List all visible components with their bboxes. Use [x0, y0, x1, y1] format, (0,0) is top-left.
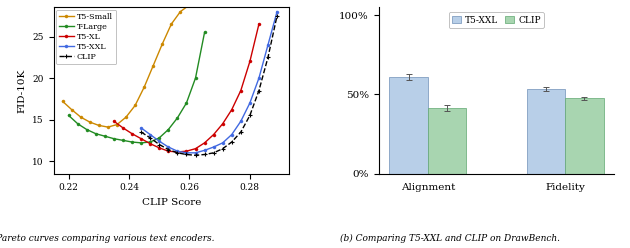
Legend: T5-XXL, CLIP: T5-XXL, CLIP [449, 12, 544, 28]
T5-XL [255, 23, 263, 26]
T5-XXL [228, 133, 236, 136]
T-Large [129, 141, 136, 144]
T5-Small [159, 42, 166, 45]
T5-Small [131, 104, 139, 107]
CLIP [246, 114, 254, 117]
T-Large [74, 122, 81, 125]
T5-XXL [174, 150, 181, 153]
X-axis label: CLIP Score: CLIP Score [142, 198, 201, 207]
Bar [565, 98, 604, 174]
T5-XXL [246, 101, 254, 104]
T5-XXL [201, 149, 209, 152]
CLIP [273, 14, 281, 17]
T-Large [192, 77, 199, 80]
T5-Small [104, 125, 112, 128]
Line: T5-XXL: T5-XXL [140, 10, 278, 154]
CLIP [255, 89, 263, 92]
Bar [389, 77, 428, 174]
T5-Small [122, 116, 130, 119]
T5-Small [68, 108, 76, 111]
T5-XXL [237, 120, 244, 123]
T-Large [156, 136, 163, 139]
CLIP [183, 153, 190, 156]
CLIP [156, 143, 163, 146]
T-Large [164, 128, 172, 131]
T5-XL [164, 150, 172, 153]
T5-Small [168, 23, 175, 26]
T5-Small [186, 3, 193, 6]
CLIP [174, 151, 181, 154]
Bar [428, 108, 466, 174]
T5-Small [86, 121, 94, 124]
Y-axis label: FID-10K: FID-10K [18, 68, 26, 113]
T-Large [174, 117, 181, 120]
CLIP [201, 153, 209, 156]
T5-XL [201, 141, 209, 144]
T5-XXL [264, 43, 272, 46]
Line: T5-Small: T5-Small [61, 3, 191, 129]
T5-XXL [156, 140, 163, 143]
Line: CLIP: CLIP [139, 13, 280, 158]
T5-Small [95, 124, 103, 127]
Line: T5-XL: T5-XL [112, 23, 260, 154]
T5-XXL [192, 151, 199, 154]
CLIP [192, 154, 199, 157]
T5-XL [110, 120, 118, 123]
T5-XXL [146, 133, 154, 136]
Bar [527, 89, 565, 174]
CLIP [228, 141, 236, 144]
T5-XL [137, 137, 145, 140]
T-Large [101, 135, 109, 138]
T5-XL [129, 132, 136, 135]
T-Large [146, 141, 154, 144]
T-Large [201, 31, 209, 34]
T5-XL [237, 89, 244, 92]
T5-XL [192, 147, 199, 150]
CLIP [210, 151, 217, 154]
T5-XL [146, 142, 154, 145]
T-Large [137, 141, 145, 144]
T-Large [110, 137, 118, 140]
CLIP [264, 56, 272, 59]
T5-Small [113, 123, 121, 126]
T5-Small [59, 100, 66, 103]
T5-XXL [164, 146, 172, 149]
T-Large [183, 101, 190, 104]
T-Large [65, 114, 72, 117]
CLIP [137, 130, 145, 133]
CLIP [219, 147, 226, 150]
Line: T-Large: T-Large [67, 31, 206, 144]
T5-XXL [255, 77, 263, 80]
T5-Small [140, 86, 148, 89]
T5-XL [156, 146, 163, 149]
CLIP [146, 136, 154, 139]
T5-XL [228, 108, 236, 111]
T5-XXL [273, 10, 281, 13]
T-Large [119, 139, 127, 142]
T5-XL [210, 133, 217, 136]
CLIP [164, 148, 172, 151]
T5-XL [219, 122, 226, 125]
T5-XXL [183, 151, 190, 154]
Legend: T5-Small, T-Large, T5-XL, T5-XXL, CLIP: T5-Small, T-Large, T5-XL, T5-XXL, CLIP [56, 10, 116, 64]
T-Large [92, 132, 100, 135]
T5-XL [174, 151, 181, 154]
T5-Small [77, 116, 84, 119]
T5-XL [119, 126, 127, 129]
T5-XL [246, 60, 254, 63]
T5-XXL [219, 141, 226, 144]
Text: (a) Pareto curves comparing various text encoders.: (a) Pareto curves comparing various text… [0, 234, 214, 244]
T5-XXL [137, 126, 145, 129]
T5-XL [183, 150, 190, 153]
CLIP [237, 130, 244, 133]
T5-XXL [210, 146, 217, 149]
T5-Small [176, 10, 184, 13]
T5-Small [149, 64, 157, 67]
T-Large [83, 128, 91, 131]
Text: (b) Comparing T5-XXL and CLIP on DrawBench.: (b) Comparing T5-XXL and CLIP on DrawBen… [340, 234, 561, 244]
